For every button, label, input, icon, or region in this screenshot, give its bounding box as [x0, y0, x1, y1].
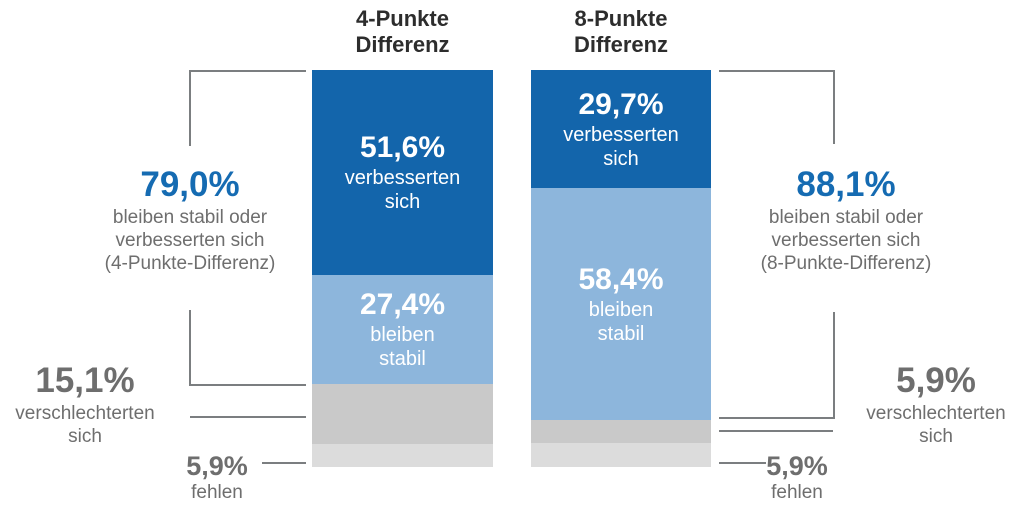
- annotation-value: 79,0%: [140, 165, 240, 204]
- column-title-8-punkte: 8-Punkte Differenz: [531, 6, 711, 58]
- annotation-right-missing: 5,9% fehlen: [747, 451, 847, 504]
- segment-missing-8pt: [531, 443, 711, 467]
- segment-worsened-8pt: [531, 419, 711, 444]
- segment-value-label: 27,4%: [359, 288, 446, 322]
- segment-label: stabil: [597, 322, 645, 345]
- annotation-value: 5,9%: [186, 451, 248, 481]
- annotation-text-line: verschlechterten: [866, 403, 1006, 424]
- pointer-line-left-missing: [262, 462, 306, 464]
- bracket-line-right-vertical-upper: [833, 70, 835, 144]
- column-title-4-punkte: 4-Punkte Differenz: [312, 6, 493, 58]
- segment-label: verbesserten: [563, 123, 679, 146]
- segment-label: sich: [603, 147, 639, 170]
- segment-label: bleiben: [370, 324, 435, 347]
- bracket-line-left-vertical-upper: [189, 70, 191, 146]
- segment-value-label: 29,7%: [578, 87, 664, 121]
- annotation-text-line: (8-Punkte-Differenz): [760, 253, 932, 274]
- annotation-left-worsened: 15,1% verschlechterten sich: [0, 360, 170, 448]
- bracket-line-left-vertical-lower: [189, 310, 191, 386]
- annotation-value: 88,1%: [796, 165, 896, 204]
- annotation-text-line: verschlechterten: [15, 403, 155, 424]
- annotation-right-total: 88,1% bleiben stabil oder verbesserten s…: [736, 164, 956, 275]
- pointer-line-left-worsened: [190, 416, 306, 418]
- segment-label: bleiben: [588, 298, 654, 321]
- segment-value-label: 51,6%: [359, 131, 446, 165]
- annotation-value: 5,9%: [766, 451, 828, 481]
- column-title-line: Differenz: [573, 32, 669, 57]
- annotation-text-line: bleiben stabil oder: [768, 207, 924, 228]
- annotation-text-line: verbesserten sich: [115, 230, 265, 251]
- pointer-line-right-worsened: [719, 430, 833, 432]
- annotation-text-line: sich: [68, 426, 102, 447]
- annotation-text-line: verbesserten sich: [771, 230, 921, 251]
- annotation-value: 5,9%: [896, 361, 976, 400]
- annotation-left-total: 79,0% bleiben stabil oder verbesserten s…: [80, 164, 300, 275]
- column-title-line: 8-Punkte: [574, 6, 668, 31]
- pointer-line-right-missing: [719, 462, 766, 464]
- bracket-line-right-vertical-lower: [833, 312, 835, 419]
- segment-label: verbesserten: [344, 167, 461, 190]
- annotation-text-line: bleiben stabil oder: [112, 207, 268, 228]
- segment-stable-4pt: 27,4% bleiben stabil: [312, 274, 493, 384]
- annotation-text-line: fehlen: [771, 482, 823, 503]
- column-title-line: 4-Punkte: [356, 6, 449, 31]
- segment-missing-4pt: [312, 443, 493, 467]
- segment-improved-8pt: 29,7% verbesserten sich: [531, 70, 711, 188]
- column-title-line: Differenz: [355, 32, 450, 57]
- segment-worsened-4pt: [312, 383, 493, 444]
- annotation-left-missing: 5,9% fehlen: [167, 451, 267, 504]
- segment-improved-4pt: 51,6% verbesserten sich: [312, 70, 493, 275]
- segment-label: sich: [384, 191, 421, 214]
- bracket-line-left-top: [190, 70, 306, 72]
- segment-stable-8pt: 58,4% bleiben stabil: [531, 187, 711, 420]
- annotation-right-worsened: 5,9% verschlechterten sich: [846, 360, 1024, 448]
- annotation-text-line: fehlen: [191, 482, 243, 503]
- bracket-line-left-bottom: [190, 384, 306, 386]
- bracket-line-right-top: [719, 70, 835, 72]
- annotation-text-line: sich: [919, 426, 953, 447]
- annotation-text-line: (4-Punkte-Differenz): [104, 253, 276, 274]
- segment-label: stabil: [379, 348, 426, 371]
- bracket-line-right-bottom: [719, 417, 835, 419]
- bar-4-punkte: 51,6% verbesserten sich 27,4% bleiben st…: [312, 70, 493, 467]
- bar-8-punkte: 29,7% verbesserten sich 58,4% bleiben st…: [531, 70, 711, 467]
- segment-value-label: 58,4%: [578, 262, 664, 296]
- annotation-value: 15,1%: [35, 361, 135, 400]
